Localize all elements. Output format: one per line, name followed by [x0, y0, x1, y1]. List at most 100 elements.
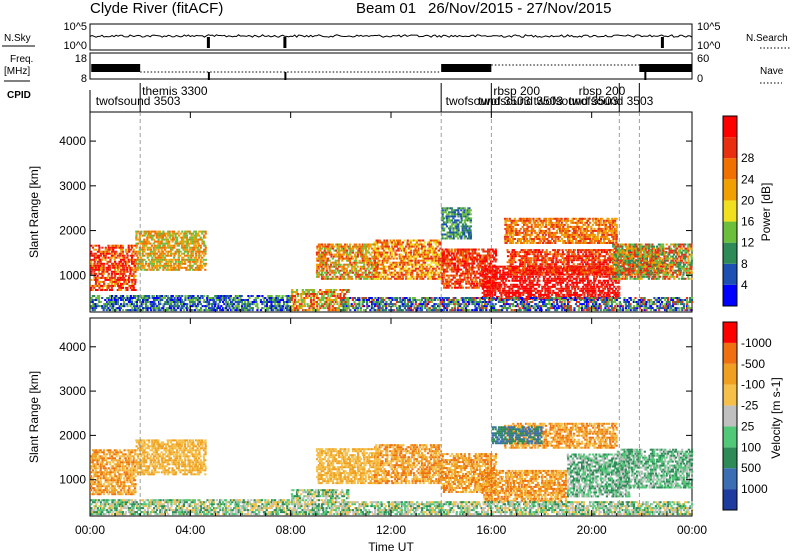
range-gate-cell	[564, 263, 567, 266]
range-gate-cell	[546, 273, 549, 276]
range-gate-cell	[525, 285, 528, 288]
range-gate-cell	[255, 305, 258, 308]
range-gate-cell	[382, 271, 386, 274]
range-gate-cell	[524, 265, 527, 268]
range-gate-cell	[201, 297, 204, 299]
range-gate-cell	[519, 291, 522, 294]
range-gate-cell	[209, 299, 212, 301]
range-gate-cell	[412, 249, 415, 252]
range-gate-cell	[132, 268, 135, 271]
range-gate-cell	[317, 251, 320, 254]
range-gate-cell	[414, 275, 417, 278]
range-gate-cell	[157, 248, 160, 251]
range-gate-cell	[110, 252, 113, 255]
range-gate-cell	[204, 258, 207, 261]
range-gate-cell	[507, 273, 510, 276]
range-gate-cell	[513, 257, 516, 260]
range-gate-cell	[447, 286, 450, 289]
range-gate-cell	[222, 307, 225, 310]
range-gate-cell	[378, 253, 381, 256]
range-gate-cell	[158, 236, 162, 239]
range-gate-cell	[107, 264, 110, 267]
range-gate-cell	[373, 273, 376, 276]
range-gate-cell	[162, 254, 165, 257]
range-gate-cell	[455, 248, 458, 251]
range-gate-cell	[126, 250, 129, 253]
range-gate-cell	[528, 253, 531, 256]
range-gate-cell	[326, 277, 330, 280]
range-gate-cell	[99, 262, 102, 265]
range-gate-cell	[106, 276, 109, 279]
range-gate-cell	[129, 299, 132, 301]
range-gate-cell	[93, 299, 96, 301]
range-gate-cell	[599, 289, 602, 292]
range-gate-cell	[481, 265, 484, 268]
range-gate-cell	[433, 255, 436, 258]
range-gate-cell	[303, 303, 306, 306]
range-gate-cell	[98, 248, 101, 251]
range-gate-cell	[476, 284, 479, 287]
range-gate-cell	[168, 236, 171, 239]
range-gate-cell	[567, 287, 571, 290]
range-gate-cell	[555, 251, 558, 254]
range-gate-cell	[188, 238, 191, 241]
range-gate-cell	[336, 275, 339, 278]
range-gate-cell	[379, 253, 382, 256]
range-gate-cell	[514, 269, 517, 272]
range-gate-cell	[417, 261, 420, 264]
range-gate-cell	[315, 295, 319, 297]
range-gate-cell	[308, 305, 311, 308]
range-gate-cell	[546, 271, 549, 274]
range-gate-cell	[149, 246, 152, 249]
range-gate-cell	[460, 272, 463, 275]
range-gate-cell	[171, 268, 174, 271]
range-gate-cell	[424, 245, 427, 248]
range-gate-cell	[442, 258, 446, 261]
range-gate-cell	[359, 245, 362, 248]
range-gate-cell	[454, 264, 457, 267]
range-gate-cell	[529, 295, 533, 298]
range-gate-cell	[151, 252, 154, 255]
range-gate-cell	[200, 309, 203, 312]
range-gate-cell	[471, 250, 474, 253]
nsky-dropout	[206, 37, 210, 48]
range-gate-cell	[168, 268, 171, 271]
range-gate-cell	[207, 309, 211, 312]
range-gate-cell	[137, 299, 140, 301]
range-gate-cell	[131, 268, 134, 271]
range-gate-cell	[192, 299, 195, 301]
range-gate-cell	[117, 278, 120, 281]
range-gate-cell	[467, 268, 471, 271]
range-gate-cell	[187, 250, 190, 253]
range-gate-cell	[329, 309, 333, 312]
range-gate-cell	[544, 287, 547, 290]
range-gate-cell	[250, 295, 253, 297]
range-gate-cell	[561, 277, 564, 280]
range-gate-cell	[331, 295, 334, 297]
range-gate-cell	[198, 309, 201, 312]
range-gate-cell	[137, 242, 140, 245]
range-gate-cell	[99, 276, 102, 279]
range-gate-cell	[113, 254, 116, 257]
range-gate-cell	[344, 243, 347, 246]
range-gate-cell	[373, 255, 376, 258]
range-gate-cell	[97, 270, 100, 273]
range-gate-cell	[564, 269, 567, 272]
range-gate-cell	[466, 286, 469, 289]
range-gate-cell	[325, 303, 328, 306]
range-gate-cell	[99, 280, 103, 283]
range-gate-cell	[93, 303, 96, 306]
range-gate-cell	[98, 286, 101, 289]
range-gate-cell	[322, 291, 325, 293]
range-gate-cell	[520, 259, 523, 262]
range-gate-cell	[345, 267, 348, 270]
range-gate-cell	[136, 258, 139, 261]
range-gate-cell	[289, 301, 292, 303]
range-gate-cell	[176, 236, 179, 239]
range-gate-cell	[608, 277, 611, 280]
range-gate-cell	[322, 269, 325, 272]
range-gate-cell	[255, 301, 258, 303]
range-gate-cell	[528, 249, 531, 252]
range-gate-cell	[95, 307, 98, 310]
range-gate-cell	[273, 305, 276, 308]
